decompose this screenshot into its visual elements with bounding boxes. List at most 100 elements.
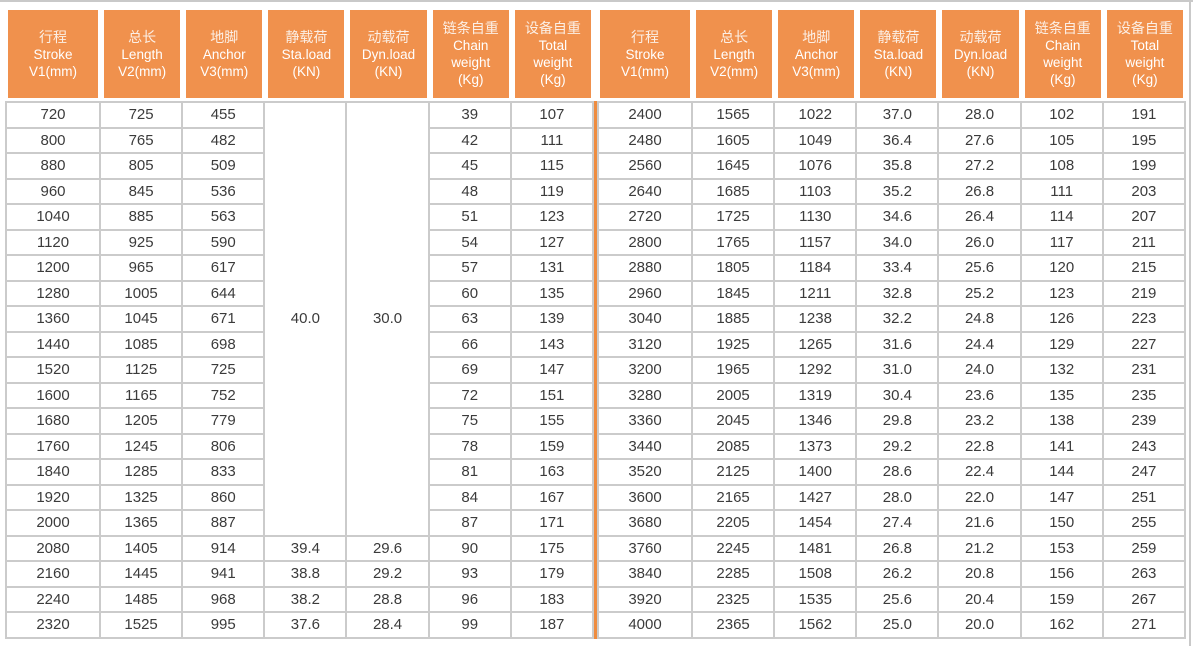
column-header-text: (KN) — [966, 63, 995, 79]
column-header-text: Anchor — [202, 46, 246, 62]
column-header-zh: 总长 — [720, 28, 749, 45]
cell-sta-load: 34.0 — [857, 230, 940, 256]
table-row: 1920 1325 860 84 167 — [5, 485, 594, 511]
cell-stroke: 3520 — [597, 460, 693, 486]
cell-total-weight: 263 — [1103, 562, 1186, 588]
cell-stroke: 2480 — [597, 128, 693, 154]
table-row: 2400 1565 1022 37.0 28.0 102 191 — [597, 101, 1186, 129]
column-header-zh: 总长 — [128, 28, 157, 45]
cell-chain-weight: 72 — [429, 383, 512, 409]
cell-chain-weight: 153 — [1021, 536, 1104, 562]
table-row: 3760 2245 1481 26.8 21.2 153 259 — [597, 536, 1186, 562]
column-header-zh: 行程 — [39, 28, 67, 45]
cell-total-weight: 211 — [1103, 230, 1186, 256]
cell-anchor: 806 — [183, 434, 266, 460]
cell-dyn-load: 22.4 — [939, 460, 1022, 486]
column-header-dyn-load: 动载荷 Dyn.load (KN) — [939, 7, 1022, 101]
cell-total-weight: 131 — [511, 256, 594, 282]
table-row: 2160 1445 941 38.8 29.2 93 179 — [5, 562, 594, 588]
top-border-line — [0, 0, 1193, 2]
column-header-length: 总长 Length V2(mm) — [101, 7, 184, 101]
cell-stroke: 1680 — [5, 409, 101, 435]
spec-table-left: 行程 Stroke V1(mm) 总长 Length V2(mm) 地脚 Anchor V3(m… — [5, 7, 594, 639]
cell-stroke: 1440 — [5, 332, 101, 358]
column-header-text: V3(mm) — [792, 63, 841, 79]
column-header-text: V1(mm) — [621, 63, 669, 79]
cell-stroke: 800 — [5, 128, 101, 154]
cell-stroke: 3840 — [597, 562, 693, 588]
cell-total-weight: 243 — [1103, 434, 1186, 460]
cell-chain-weight: 42 — [429, 128, 512, 154]
cell-stroke: 2160 — [5, 562, 101, 588]
cell-total-weight: 271 — [1103, 613, 1186, 639]
cell-stroke: 2880 — [597, 256, 693, 282]
table-row: 3040 1885 1238 32.2 24.8 126 223 — [597, 307, 1186, 333]
cell-length: 1885 — [693, 307, 776, 333]
cell-chain-weight: 132 — [1021, 358, 1104, 384]
table-row: 3840 2285 1508 26.2 20.8 156 263 — [597, 562, 1186, 588]
cell-stroke: 3440 — [597, 434, 693, 460]
cell-length: 1005 — [101, 281, 184, 307]
cell-total-weight: 155 — [511, 409, 594, 435]
cell-sta-load: 37.0 — [857, 101, 940, 129]
cell-dyn-load: 29.2 — [347, 562, 430, 588]
cell-anchor: 590 — [183, 230, 266, 256]
cell-sta-load: 35.8 — [857, 154, 940, 180]
table-row: 1680 1205 779 75 155 — [5, 409, 594, 435]
cell-dyn-load: 26.0 — [939, 230, 1022, 256]
cell-chain-weight: 78 — [429, 434, 512, 460]
column-header-text: Dyn.load — [361, 46, 416, 62]
cell-dyn-load: 20.0 — [939, 613, 1022, 639]
column-header-text: weight — [533, 55, 573, 70]
cell-dyn-load: 27.6 — [939, 128, 1022, 154]
cell-anchor: 1211 — [775, 281, 858, 307]
cell-chain-weight: 156 — [1021, 562, 1104, 588]
cell-length: 1325 — [101, 485, 184, 511]
cell-dyn-load: 22.8 — [939, 434, 1022, 460]
column-header-text: Total — [538, 38, 568, 53]
cell-stroke: 2320 — [5, 613, 101, 639]
cell-total-weight: 227 — [1103, 332, 1186, 358]
cell-length: 1805 — [693, 256, 776, 282]
cell-dyn-load: 24.0 — [939, 358, 1022, 384]
cell-length: 1525 — [101, 613, 184, 639]
table-row: 720 725 455 40.0 30.0 39 107 — [5, 101, 594, 537]
cell-chain-weight: 102 — [1021, 101, 1104, 129]
cell-stroke: 1840 — [5, 460, 101, 486]
cell-chain-weight: 87 — [429, 511, 512, 537]
table-row: 3680 2205 1454 27.4 21.6 150 255 — [597, 511, 1186, 537]
column-header-stroke: 行程 Stroke V1(mm) — [597, 7, 693, 101]
cell-total-weight: 107 — [511, 101, 594, 129]
cell-anchor: 536 — [183, 179, 266, 205]
cell-total-weight: 119 — [511, 179, 594, 205]
column-header-anchor: 地脚 Anchor V3(mm) — [775, 7, 858, 101]
cell-anchor: 833 — [183, 460, 266, 486]
table-row: 4000 2365 1562 25.0 20.0 162 271 — [597, 613, 1186, 639]
cell-anchor: 1535 — [775, 587, 858, 613]
cell-stroke: 720 — [5, 101, 101, 129]
cell-chain-weight: 108 — [1021, 154, 1104, 180]
cell-sta-load-merged: 40.0 — [265, 101, 348, 537]
cell-length: 765 — [101, 128, 184, 154]
cell-stroke: 3680 — [597, 511, 693, 537]
cell-stroke: 1200 — [5, 256, 101, 282]
cell-chain-weight: 75 — [429, 409, 512, 435]
cell-dyn-load: 24.8 — [939, 307, 1022, 333]
table-row: 2800 1765 1157 34.0 26.0 117 211 — [597, 230, 1186, 256]
column-header-zh: 动载荷 — [959, 28, 1002, 45]
cell-sta-load: 31.6 — [857, 332, 940, 358]
cell-chain-weight: 69 — [429, 358, 512, 384]
cell-anchor: 995 — [183, 613, 266, 639]
cell-total-weight: 231 — [1103, 358, 1186, 384]
cell-chain-weight: 147 — [1021, 485, 1104, 511]
cell-length: 1605 — [693, 128, 776, 154]
cell-chain-weight: 93 — [429, 562, 512, 588]
cell-total-weight: 183 — [511, 587, 594, 613]
cell-anchor: 1184 — [775, 256, 858, 282]
cell-anchor: 887 — [183, 511, 266, 537]
cell-stroke: 2960 — [597, 281, 693, 307]
cell-dyn-load: 26.4 — [939, 205, 1022, 231]
column-header-text: (Kg) — [1049, 72, 1076, 87]
cell-anchor: 509 — [183, 154, 266, 180]
cell-stroke: 3280 — [597, 383, 693, 409]
